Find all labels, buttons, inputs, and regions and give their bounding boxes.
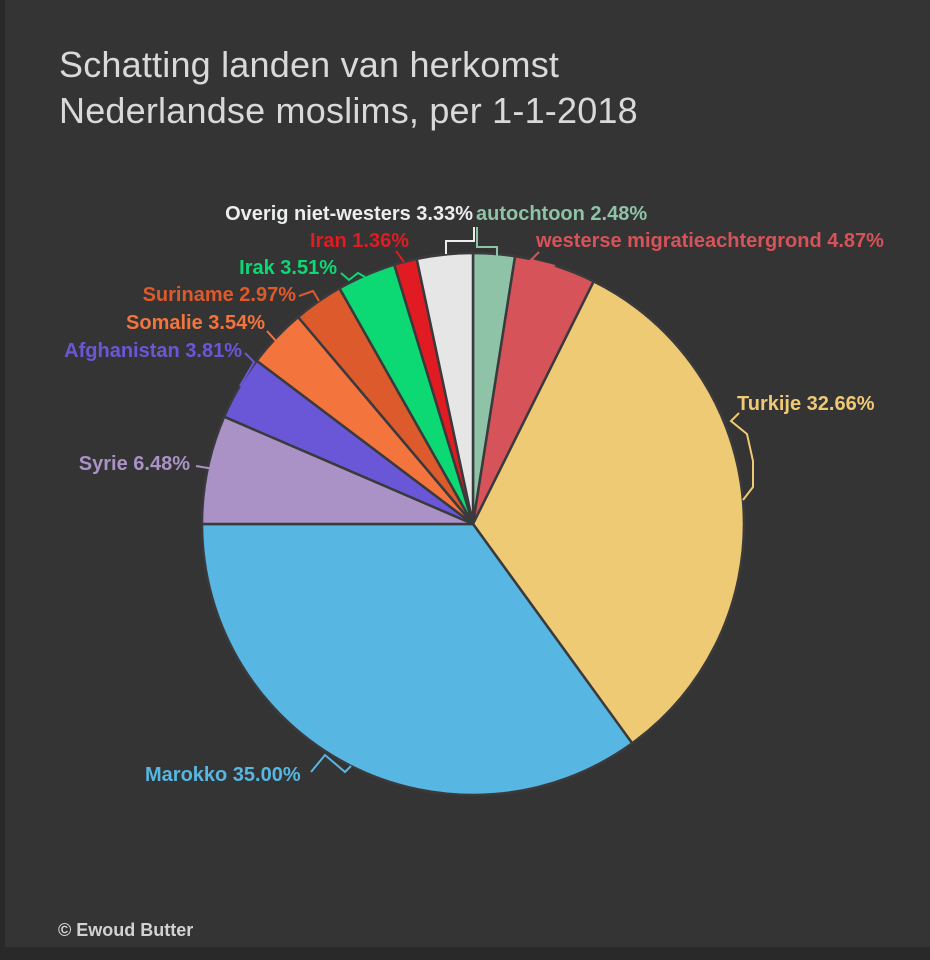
bottom-window-edge [0,947,930,960]
slice-label-irak: Irak 3.51% [239,257,337,279]
left-window-edge [0,0,5,960]
callout-line-westerse-migratieachtergrond [529,251,556,267]
slice-label-suriname: Suriname 2.97% [143,284,297,306]
slice-label-westerse-migratieachtergrond: westerse migratieachtergrond 4.87% [535,230,884,252]
callout-line-marokko [310,753,352,774]
callout-line-somalie [266,330,277,342]
slice-label-afghanistan: Afghanistan 3.81% [64,340,242,362]
pie-slice-syrie[interactable] [200,415,475,526]
callout-line-iran [395,250,405,263]
callout-line-afghanistan [239,352,256,387]
pie-slice-marokko[interactable] [200,522,634,797]
callout-line-autochtoon [476,227,498,262]
slice-label-turkije: Turkije 32.66% [737,393,875,415]
slice-label-somalie: Somalie 3.54% [126,312,265,334]
slice-label-syrie: Syrie 6.48% [79,453,190,475]
callout-line-syrie [195,465,215,470]
chart-title: Schatting landen van herkomst Nederlands… [59,42,638,134]
slice-label-overig-niet-westers: Overig niet-westers 3.33% [225,203,473,225]
slice-label-iran: Iran 1.36% [310,230,409,252]
callout-line-irak [340,271,366,282]
chart-title-line1: Schatting landen van herkomst [59,44,560,85]
callout-line-overig-niet-westers [445,227,475,254]
slice-label-marokko: Marokko 35.00% [145,764,301,786]
pie-slice-overig-niet-westers[interactable] [415,251,475,526]
copyright-credit: © Ewoud Butter [58,920,194,940]
callout-line-turkije [729,412,754,501]
pie-slice-turkije[interactable] [471,280,746,745]
chart-title-line2: Nederlandse moslims, per 1-1-2018 [59,90,638,131]
callout-line-suriname [298,289,320,302]
slice-label-autochtoon: autochtoon 2.48% [476,203,647,225]
